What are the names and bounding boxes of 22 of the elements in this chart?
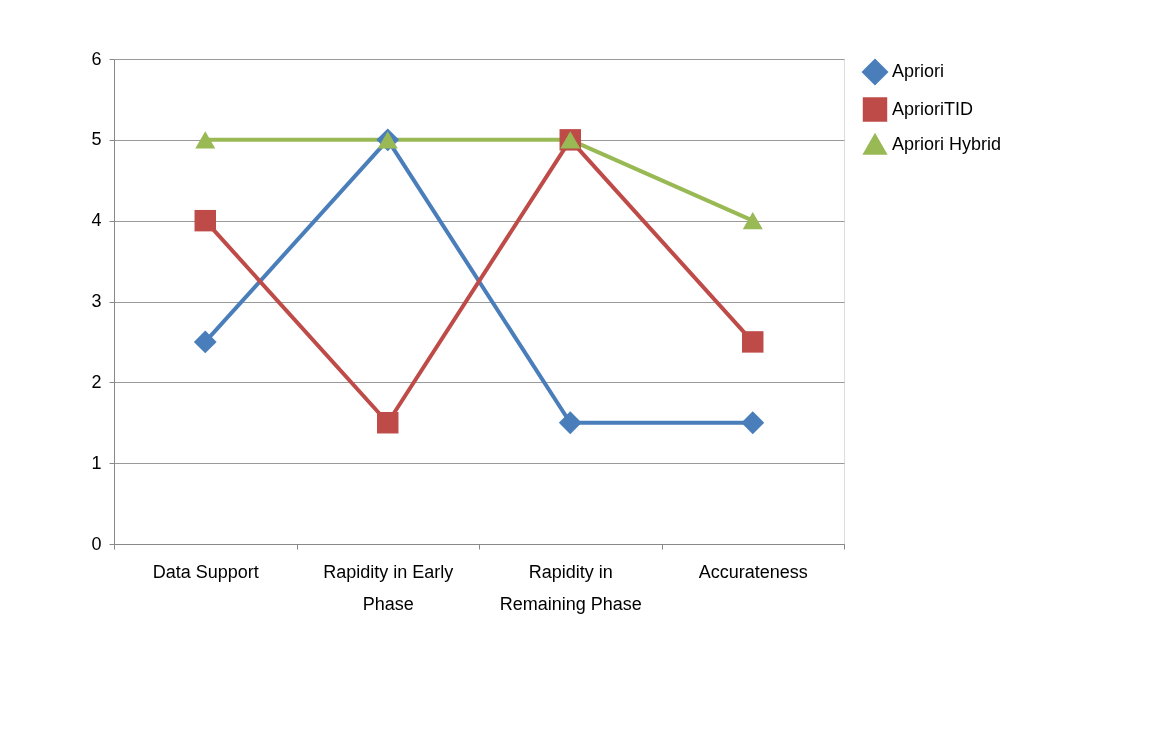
legend-label: AprioriTID [892,98,974,119]
y-tick-label: 1 [91,452,102,473]
point [742,331,764,353]
point [377,412,399,434]
point [194,209,216,232]
y-tick-label: 4 [91,210,102,231]
point [742,212,763,230]
x-tick-label: Rapidity in Early Phase [323,561,454,614]
y-tick-label: 5 [91,129,102,150]
y-tick-label: 3 [91,291,102,311]
y-tick-label: 6 [91,48,102,69]
point [193,330,217,354]
legend-label: Apriori [892,61,945,81]
x-tick-label: Accurateness [698,561,808,582]
legend-label: Apriori Hybrid [892,133,1002,154]
x-tick-label: Data Support [152,561,259,582]
point [558,411,582,435]
point [741,411,765,435]
y-tick-label: 0 [91,533,102,554]
y-tick-label: 2 [91,371,102,392]
point [195,131,216,149]
x-tick-label: Rapidity in Remaining Phase [499,561,642,614]
